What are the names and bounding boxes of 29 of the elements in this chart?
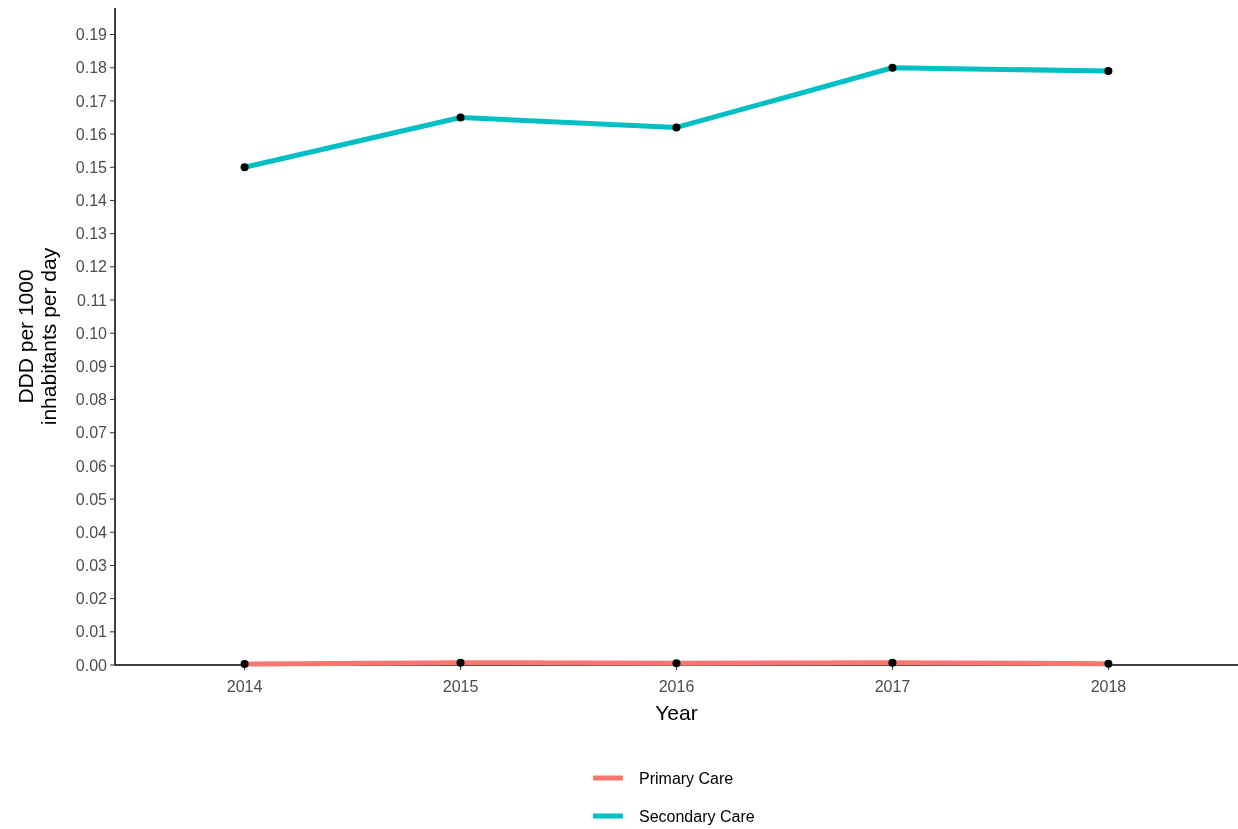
y-tick-label: 0.14 (75, 192, 108, 210)
x-tick-label: 2015 (442, 678, 479, 695)
x-axis-title: Year (655, 701, 698, 724)
y-tick-label: 0.17 (75, 92, 108, 110)
y-tick-label: 0.07 (75, 424, 108, 442)
y-axis-title: DDD per 1000 inhabitants per day (14, 247, 61, 426)
y-tick-label: 0.04 (75, 523, 108, 541)
y-tick-label: 0.08 (75, 391, 108, 409)
y-tick-label: 0.03 (75, 557, 108, 575)
y-tick-label: 0.19 (75, 26, 108, 44)
x-tick-label: 2016 (658, 678, 695, 695)
legend-label: Primary Care (639, 769, 734, 787)
y-tick-label: 0.13 (75, 225, 108, 243)
legend-label: Secondary Care (639, 807, 755, 825)
x-tick-label: 2014 (226, 678, 263, 695)
y-tick-label: 0.02 (75, 590, 108, 608)
y-tick-label: 0.18 (75, 59, 108, 77)
y-tick-label: 0.05 (75, 490, 108, 508)
y-tick-label: 0.12 (75, 258, 108, 276)
y-tick-label: 0.09 (75, 357, 108, 375)
x-tick-label: 2018 (1090, 678, 1127, 695)
y-tick-label: 0.16 (75, 125, 108, 143)
y-tick-label: 0.10 (75, 324, 108, 342)
y-tick-label: 0.11 (77, 291, 108, 309)
y-tick-label: 0.01 (75, 623, 108, 641)
y-tick-label: 0.00 (75, 656, 108, 674)
y-tick-label: 0.15 (75, 158, 108, 176)
y-tick-label: 0.06 (75, 457, 108, 475)
x-tick-label: 2017 (874, 678, 911, 695)
